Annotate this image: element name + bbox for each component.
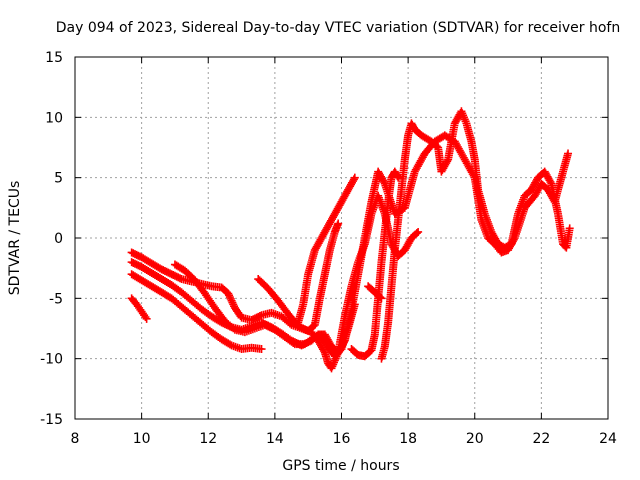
data-marks xyxy=(347,167,403,361)
grid-layer xyxy=(75,57,608,419)
x-tick-label: 22 xyxy=(532,431,550,447)
x-tick-label: 18 xyxy=(399,431,417,447)
series-arc-3 xyxy=(127,270,266,354)
series-arc-5 xyxy=(170,260,359,361)
data-layer xyxy=(127,107,574,373)
x-tick-label: 24 xyxy=(599,431,617,447)
series-arc-8 xyxy=(347,167,403,361)
series-arc-4 xyxy=(127,294,151,323)
x-tick-label: 16 xyxy=(333,431,351,447)
y-tick-label: 15 xyxy=(45,50,63,66)
chart-title: Day 094 of 2023, Sidereal Day-to-day VTE… xyxy=(56,20,620,36)
x-tick-label: 14 xyxy=(266,431,284,447)
data-marks xyxy=(127,294,151,323)
y-tick-label: 10 xyxy=(45,110,63,126)
x-tick-label: 8 xyxy=(71,431,80,447)
data-marks xyxy=(364,282,386,303)
y-tick-label: -10 xyxy=(40,352,63,368)
series-arc-7 xyxy=(294,173,359,327)
data-marks xyxy=(170,260,359,361)
y-tick-label: -5 xyxy=(49,291,63,307)
y-tick-label: -15 xyxy=(40,412,63,428)
data-marks xyxy=(377,107,574,363)
series-arc-9 xyxy=(377,107,574,363)
y-axis-label: SDTVAR / TECUs xyxy=(7,181,23,296)
y-tick-label: 0 xyxy=(54,231,63,247)
x-axis-label: GPS time / hours xyxy=(282,458,399,474)
x-tick-label: 10 xyxy=(133,431,151,447)
tick-layer: 8 10 12 14 16 18 20 22 24 -15 -10 -5 0 5 10 15 xyxy=(40,50,617,447)
data-marks xyxy=(127,270,266,354)
y-tick-label: 5 xyxy=(54,171,63,187)
x-tick-label: 12 xyxy=(199,431,217,447)
data-marks xyxy=(294,173,359,327)
x-tick-label: 20 xyxy=(466,431,484,447)
series-arc-10 xyxy=(364,282,386,303)
